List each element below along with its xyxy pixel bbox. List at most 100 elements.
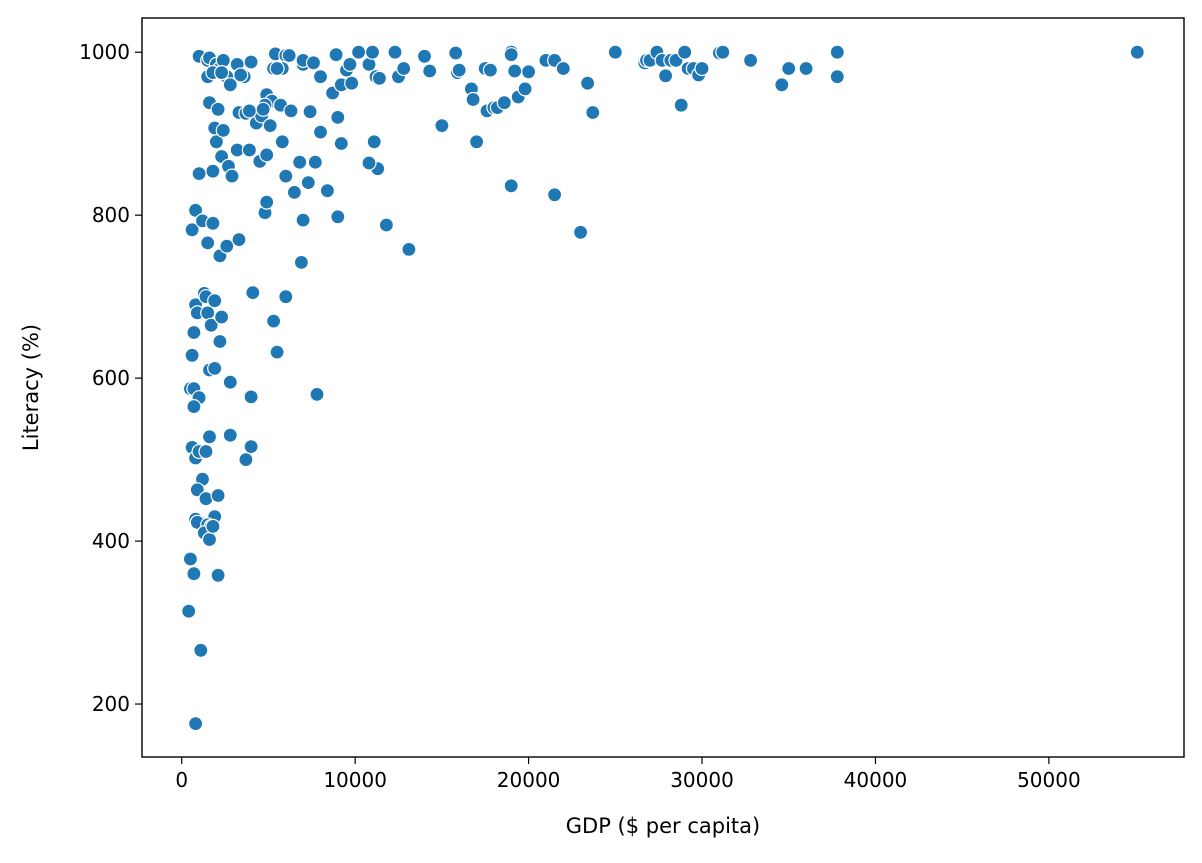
data-point xyxy=(579,75,596,91)
data-point xyxy=(309,386,325,402)
data-point xyxy=(798,60,814,77)
data-point xyxy=(677,44,693,60)
data-point xyxy=(241,103,257,119)
data-point xyxy=(198,443,214,460)
data-point xyxy=(201,531,218,548)
data-point xyxy=(292,154,308,170)
data-point xyxy=(328,47,344,63)
data-point xyxy=(555,60,571,77)
data-point xyxy=(182,551,198,567)
data-point xyxy=(274,134,290,150)
data-point xyxy=(241,142,257,158)
data-point xyxy=(184,222,200,238)
data-point xyxy=(205,518,221,535)
data-point xyxy=(210,101,226,117)
data-point xyxy=(262,117,278,134)
data-point xyxy=(210,487,226,504)
data-point xyxy=(200,235,216,251)
data-point xyxy=(396,60,412,77)
x-axis-ticks: 0 10000 20000 30000 40000 50000 xyxy=(175,757,1081,792)
data-point xyxy=(210,567,226,583)
data-point xyxy=(243,389,259,405)
data-point xyxy=(222,77,238,93)
data-point xyxy=(361,155,377,171)
data-point xyxy=(184,347,200,363)
data-point xyxy=(312,69,329,85)
data-point xyxy=(482,62,498,78)
data-point xyxy=(416,48,433,64)
data-point xyxy=(186,566,202,582)
data-point xyxy=(300,175,316,191)
data-point xyxy=(188,202,204,218)
data-point xyxy=(330,209,346,225)
data-point xyxy=(333,135,349,152)
data-point xyxy=(366,134,382,150)
data-point xyxy=(781,60,797,77)
y-tick-label: 200 xyxy=(92,692,130,716)
data-point xyxy=(546,187,563,203)
data-point xyxy=(238,452,254,468)
y-tick-label: 400 xyxy=(92,529,130,553)
data-point xyxy=(245,285,261,301)
data-point xyxy=(214,309,230,325)
data-point xyxy=(295,212,311,228)
data-point xyxy=(214,64,230,81)
data-point xyxy=(201,429,218,445)
data-point xyxy=(342,56,358,73)
data-point xyxy=(364,44,381,60)
data-point xyxy=(305,55,322,71)
x-tick-label: 40000 xyxy=(844,768,908,792)
data-point xyxy=(465,91,481,108)
data-point xyxy=(774,77,790,93)
data-point xyxy=(222,427,238,443)
data-point xyxy=(231,232,247,248)
data-point xyxy=(266,313,282,329)
x-axis-label: GDP ($ per capita) xyxy=(566,814,760,838)
data-point xyxy=(219,238,235,254)
data-point xyxy=(278,289,294,305)
data-point xyxy=(286,184,302,200)
x-tick-label: 10000 xyxy=(323,768,387,792)
data-point xyxy=(224,168,240,184)
data-point xyxy=(205,215,221,231)
data-point xyxy=(186,324,202,341)
data-point xyxy=(829,69,845,85)
data-point xyxy=(193,642,209,658)
data-point xyxy=(742,52,759,69)
data-point xyxy=(694,60,710,77)
data-point xyxy=(255,101,271,117)
data-point xyxy=(507,63,523,79)
data-point xyxy=(283,103,299,119)
data-point xyxy=(607,44,623,60)
data-point xyxy=(422,63,438,79)
data-point xyxy=(215,122,231,138)
data-point xyxy=(496,95,512,111)
data-point xyxy=(191,166,207,182)
data-point xyxy=(448,45,464,61)
data-point xyxy=(371,70,387,86)
data-point xyxy=(469,134,485,150)
data-point xyxy=(222,374,238,390)
data-point xyxy=(378,217,394,233)
data-point xyxy=(181,603,197,619)
data-point xyxy=(434,117,450,134)
data-point xyxy=(207,293,223,309)
data-point xyxy=(503,178,519,194)
data-point xyxy=(293,254,309,270)
data-point xyxy=(344,75,360,91)
data-points xyxy=(181,44,1145,732)
data-point xyxy=(1129,44,1145,60)
data-point xyxy=(503,47,519,63)
data-point xyxy=(243,439,259,455)
data-point xyxy=(233,67,249,83)
y-tick-label: 1000 xyxy=(79,40,130,64)
data-point xyxy=(208,134,224,150)
data-point xyxy=(207,360,223,376)
x-tick-label: 0 xyxy=(175,768,188,792)
data-point xyxy=(259,194,275,210)
data-point xyxy=(269,344,285,360)
data-point xyxy=(330,109,346,126)
data-point xyxy=(203,317,219,333)
